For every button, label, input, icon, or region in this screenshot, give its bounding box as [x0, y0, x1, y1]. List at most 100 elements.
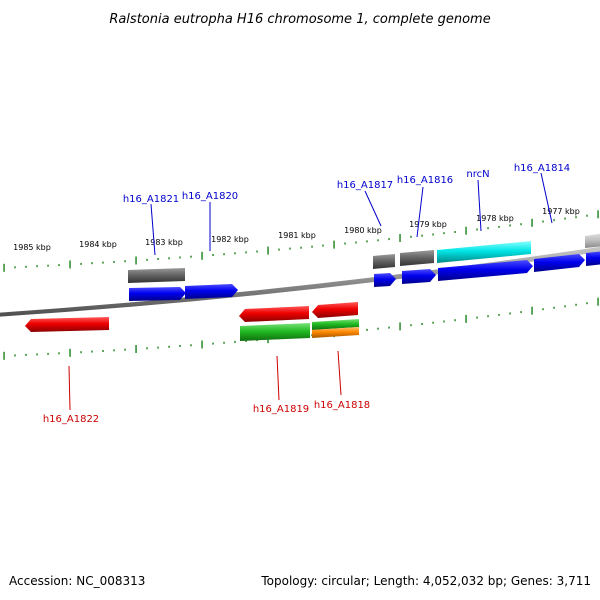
- gene-label[interactable]: h16_A1820: [182, 191, 238, 202]
- accession-text: Accession: NC_008313: [9, 574, 146, 588]
- minor-tick: [366, 240, 368, 243]
- gene-arrow-nrcN[interactable]: [438, 260, 533, 281]
- major-tick: [531, 306, 533, 315]
- minor-tick: [575, 216, 577, 219]
- minor-tick: [476, 228, 478, 231]
- minor-tick: [564, 217, 566, 220]
- scale-label: 1985 kbp: [13, 243, 51, 252]
- minor-tick: [25, 265, 27, 268]
- minor-tick: [58, 264, 60, 267]
- minor-tick: [124, 348, 126, 351]
- gene-label[interactable]: h16_A1817: [337, 180, 393, 191]
- minor-tick: [91, 262, 93, 265]
- minor-tick: [179, 256, 181, 259]
- bottom-gene-labels: h16_A1822 h16_A1819 h16_A1818: [43, 400, 370, 425]
- minor-tick: [542, 220, 544, 223]
- minor-tick: [102, 261, 104, 264]
- top-gene-labels: h16_A1821 h16_A1820 h16_A1817 h16_A1816 …: [123, 163, 570, 205]
- gene-arrow-h16-A1820[interactable]: [185, 284, 238, 299]
- scale-label: 1977 kbp: [542, 207, 580, 216]
- reverse-genes: [25, 302, 358, 332]
- minor-tick: [113, 349, 115, 352]
- major-tick: [465, 226, 467, 235]
- major-tick: [465, 314, 467, 323]
- gene-label[interactable]: nrcN: [466, 169, 489, 180]
- map-title: Ralstonia eutropha H16 chromosome 1, com…: [109, 12, 490, 27]
- minor-tick: [443, 320, 445, 323]
- outer-scale-ticks: [3, 210, 599, 272]
- feature-block-h16-A1818-green[interactable]: [312, 319, 359, 330]
- minor-tick: [168, 345, 170, 348]
- minor-tick: [542, 308, 544, 311]
- major-tick: [597, 210, 599, 219]
- minor-tick: [586, 214, 588, 217]
- minor-tick: [113, 260, 115, 263]
- minor-tick: [80, 351, 82, 354]
- minor-tick: [553, 306, 555, 309]
- major-tick: [399, 234, 401, 242]
- minor-tick: [553, 219, 555, 222]
- gene-label[interactable]: h16_A1819: [253, 404, 309, 415]
- gene-arrow-h16-A1821[interactable]: [129, 287, 186, 301]
- minor-tick: [91, 350, 93, 353]
- minor-tick: [223, 253, 225, 256]
- minor-tick: [223, 341, 225, 344]
- minor-tick: [256, 250, 258, 253]
- minor-tick: [14, 266, 16, 269]
- gene-arrow-h16-A1819[interactable]: [239, 306, 309, 322]
- feature-block-edge[interactable]: [585, 233, 600, 248]
- minor-tick: [432, 233, 434, 236]
- minor-tick: [366, 328, 368, 331]
- minor-tick: [146, 347, 148, 350]
- scale-label: 1983 kbp: [145, 238, 183, 247]
- minor-tick: [190, 255, 192, 258]
- minor-tick: [443, 232, 445, 235]
- minor-tick: [421, 234, 423, 237]
- top-leader-lines: [150, 172, 553, 256]
- minor-tick: [344, 242, 346, 245]
- major-tick: [333, 240, 335, 249]
- feature-block-h16-A1818-orange[interactable]: [312, 327, 359, 338]
- feature-block-h16-A1816[interactable]: [400, 250, 434, 266]
- minor-tick: [245, 340, 247, 342]
- gene-label[interactable]: h16_A1822: [43, 414, 99, 425]
- gene-arrow-edge[interactable]: [586, 251, 600, 266]
- minor-tick: [564, 305, 566, 308]
- feature-block-h16-A1819[interactable]: [240, 323, 310, 341]
- minor-tick: [509, 312, 511, 315]
- minor-tick: [388, 326, 390, 329]
- minor-tick: [47, 264, 49, 267]
- minor-tick: [157, 258, 159, 260]
- minor-tick: [432, 321, 434, 324]
- genome-summary-text: Topology: circular; Length: 4,052,032 bp…: [261, 574, 591, 588]
- bottom-leader-lines: [68, 350, 342, 411]
- major-tick: [135, 345, 137, 353]
- minor-tick: [575, 303, 577, 306]
- gene-label[interactable]: h16_A1814: [514, 163, 570, 174]
- forward-genes: [129, 251, 600, 301]
- scale-label: 1981 kbp: [278, 231, 316, 240]
- gene-label[interactable]: h16_A1821: [123, 194, 179, 205]
- gene-arrow-h16-A1816[interactable]: [402, 269, 436, 284]
- gene-label[interactable]: h16_A1816: [397, 175, 453, 186]
- minor-tick: [421, 323, 423, 325]
- feature-block-h16-A1817[interactable]: [373, 254, 395, 269]
- minor-tick: [157, 346, 159, 349]
- feature-block-nrcN[interactable]: [437, 241, 531, 263]
- minor-tick: [190, 344, 192, 347]
- scale-label: 1979 kbp: [409, 220, 447, 229]
- gene-arrow-h16-A1822[interactable]: [25, 317, 109, 332]
- minor-tick: [454, 231, 456, 233]
- minor-tick: [311, 245, 313, 248]
- minor-tick: [278, 248, 280, 251]
- gene-label[interactable]: h16_A1818: [314, 400, 370, 411]
- minor-tick: [25, 353, 27, 356]
- minor-tick: [234, 252, 236, 255]
- major-tick: [135, 256, 137, 265]
- gene-arrow-h16-A1818[interactable]: [312, 302, 358, 318]
- major-tick: [3, 351, 5, 360]
- gene-arrow-h16-A1814[interactable]: [534, 254, 585, 272]
- gene-arrow-h16-A1817[interactable]: [374, 273, 396, 287]
- feature-block-h16-A1821[interactable]: [128, 268, 185, 283]
